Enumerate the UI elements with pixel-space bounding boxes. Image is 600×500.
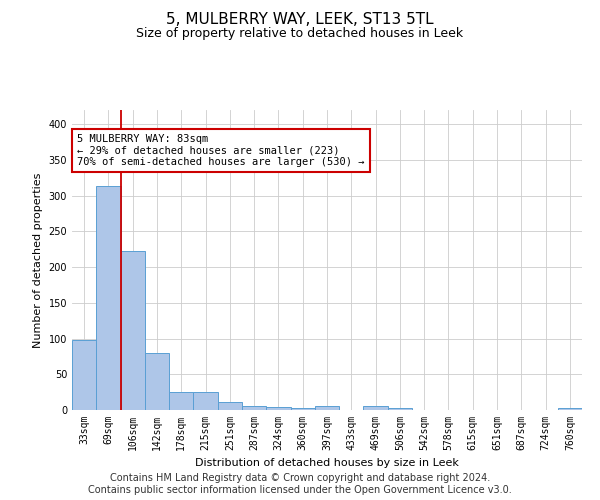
Bar	[290, 408, 315, 410]
Bar	[121, 252, 145, 410]
Text: Size of property relative to detached houses in Leek: Size of property relative to detached ho…	[136, 28, 464, 40]
Y-axis label: Number of detached properties: Number of detached properties	[33, 172, 43, 348]
X-axis label: Distribution of detached houses by size in Leek: Distribution of detached houses by size …	[195, 458, 459, 468]
Bar	[558, 408, 582, 410]
Bar	[364, 406, 388, 410]
Bar	[218, 402, 242, 410]
Text: 5, MULBERRY WAY, LEEK, ST13 5TL: 5, MULBERRY WAY, LEEK, ST13 5TL	[166, 12, 434, 28]
Bar	[145, 353, 169, 410]
Text: Contains HM Land Registry data © Crown copyright and database right 2024.
Contai: Contains HM Land Registry data © Crown c…	[88, 474, 512, 495]
Bar	[169, 392, 193, 410]
Bar	[388, 408, 412, 410]
Text: 5 MULBERRY WAY: 83sqm
← 29% of detached houses are smaller (223)
70% of semi-det: 5 MULBERRY WAY: 83sqm ← 29% of detached …	[77, 134, 365, 167]
Bar	[72, 340, 96, 410]
Bar	[242, 406, 266, 410]
Bar	[315, 406, 339, 410]
Bar	[96, 186, 121, 410]
Bar	[266, 407, 290, 410]
Bar	[193, 392, 218, 410]
